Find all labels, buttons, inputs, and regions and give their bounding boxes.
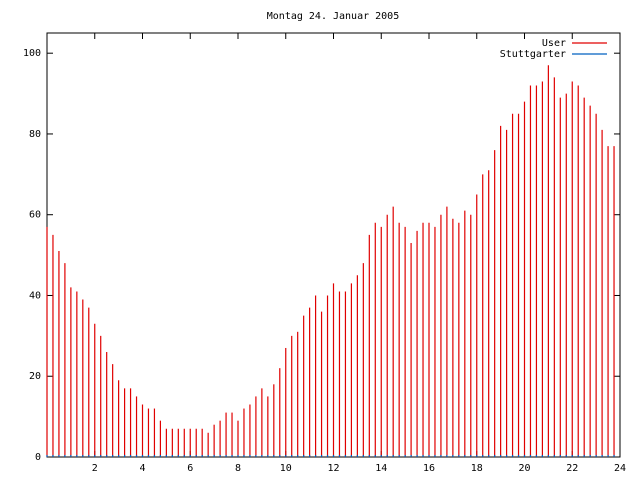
x-tick-label: 18 — [471, 463, 483, 474]
x-tick-label: 14 — [375, 463, 387, 474]
x-tick-label: 8 — [235, 463, 241, 474]
x-tick-label: 22 — [566, 463, 578, 474]
y-tick-label: 100 — [23, 48, 41, 59]
y-tick-label: 0 — [35, 452, 41, 463]
x-tick-label: 10 — [280, 463, 292, 474]
x-tick-label: 12 — [327, 463, 339, 474]
x-tick-label: 16 — [423, 463, 435, 474]
x-tick-label: 6 — [187, 463, 193, 474]
x-tick-label: 24 — [614, 463, 626, 474]
y-tick-label: 20 — [29, 371, 41, 382]
legend-label: Stuttgarter — [500, 49, 566, 60]
legend-label: User — [542, 38, 566, 49]
x-tick-label: 20 — [518, 463, 530, 474]
y-tick-label: 60 — [29, 210, 41, 221]
y-tick-label: 40 — [29, 290, 41, 301]
chart-title: Montag 24. Januar 2005 — [267, 11, 399, 22]
x-tick-label: 4 — [139, 463, 145, 474]
x-tick-label: 2 — [92, 463, 98, 474]
y-tick-label: 80 — [29, 129, 41, 140]
